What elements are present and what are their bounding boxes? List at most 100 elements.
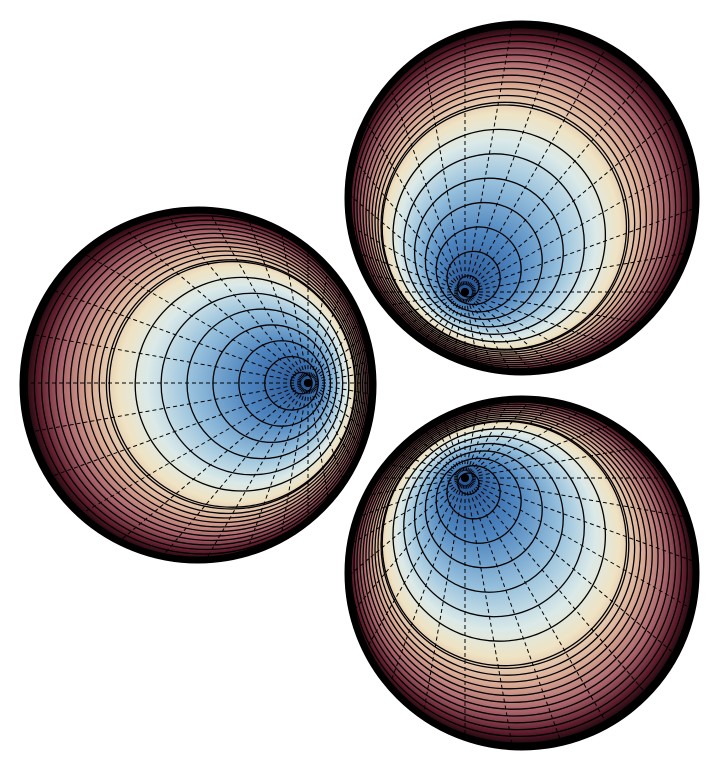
meridian-line [353,250,466,293]
contour-line [48,223,370,546]
contour-line [374,415,642,683]
meridian-line [464,422,617,479]
meridian-line [245,213,309,384]
meridian-line [401,291,466,329]
meridian-line [362,477,466,497]
meridian-line [279,382,309,544]
meridian-line [411,291,466,337]
meridian-line [464,477,563,746]
contour-line [403,153,585,335]
sphere-rim [344,395,700,751]
meridian-line [307,358,375,384]
contour-line [435,226,522,313]
contour-line [84,245,362,524]
contour-line [186,308,338,460]
meridian-line [363,117,466,293]
sphere-rim [19,206,377,564]
meridian-line [345,191,466,293]
meridian-line [307,317,364,384]
meridian-line [307,370,376,384]
meridian-line [159,382,309,560]
contour-line [368,74,653,360]
meridian-line [388,81,466,293]
singular-point [461,474,469,482]
meridian-line [307,345,372,384]
meridian-line [464,291,618,348]
meridian-line [346,477,466,547]
meridian-line [307,382,357,467]
meridian-line [441,291,466,356]
meridian-line [464,399,559,479]
contour-line [424,201,543,321]
meridian-line [464,477,696,612]
contour-line [212,324,332,444]
contour-line [368,411,653,697]
meridian-line [464,73,649,293]
meridian-line [280,227,309,384]
contour-line [380,419,630,670]
meridian-line [387,477,466,690]
meridian-line [412,433,466,479]
meridian-line [464,401,479,479]
meridian-line [307,332,369,384]
meridian-line [346,223,466,293]
contour-line [98,254,358,515]
meridian-line [402,441,466,479]
meridian-line [27,333,309,384]
meridian-line [464,291,535,375]
meridian-line [80,251,309,384]
contour-line [371,81,648,357]
meridian-line [421,477,466,720]
meridian-line [345,477,466,580]
contour-line [362,407,665,710]
contour-line [413,177,564,328]
meridian-line [464,158,695,293]
meridian-line [464,291,647,325]
contour-line [446,465,501,520]
contour-line [446,250,501,306]
contour-line [381,104,628,350]
meridian-line [464,291,588,363]
sphere [344,20,700,376]
meridian-line [162,210,309,384]
sphere [19,206,377,564]
contour-line [356,47,677,368]
meridian-line [307,382,370,435]
contour-line [377,94,636,353]
meridian-line [206,207,309,384]
contour-line [108,260,356,508]
meridian-line [46,382,309,479]
contour-line [371,413,648,690]
meridian-line [464,113,678,293]
contour-line [392,428,607,642]
contour-line [413,442,564,593]
contour-line [424,450,543,569]
meridian-line [77,382,309,517]
meridian-line [464,251,691,293]
contour-line [91,250,360,519]
meridian-line [464,398,495,479]
meridian-line [307,382,373,421]
contour-line [362,61,665,364]
meridian-line [363,477,466,654]
meridian-line [464,291,495,374]
meridian-line [307,382,376,396]
meridian-line [307,382,375,408]
contour-line [76,241,364,528]
meridian-line [464,291,514,375]
singular-point [461,288,469,296]
contour-line [105,259,357,510]
sphere [344,395,700,751]
meridian-line [307,382,365,450]
contour-line [374,88,642,355]
sphere-rim [344,20,700,376]
meridian-line [361,273,466,293]
contour-line [392,128,607,343]
meridian-line [307,264,330,384]
meridian-line [452,409,466,479]
contour-line [359,405,671,717]
meridian-line [422,51,466,293]
meridian-line [119,224,309,384]
meridian-line [464,477,514,750]
